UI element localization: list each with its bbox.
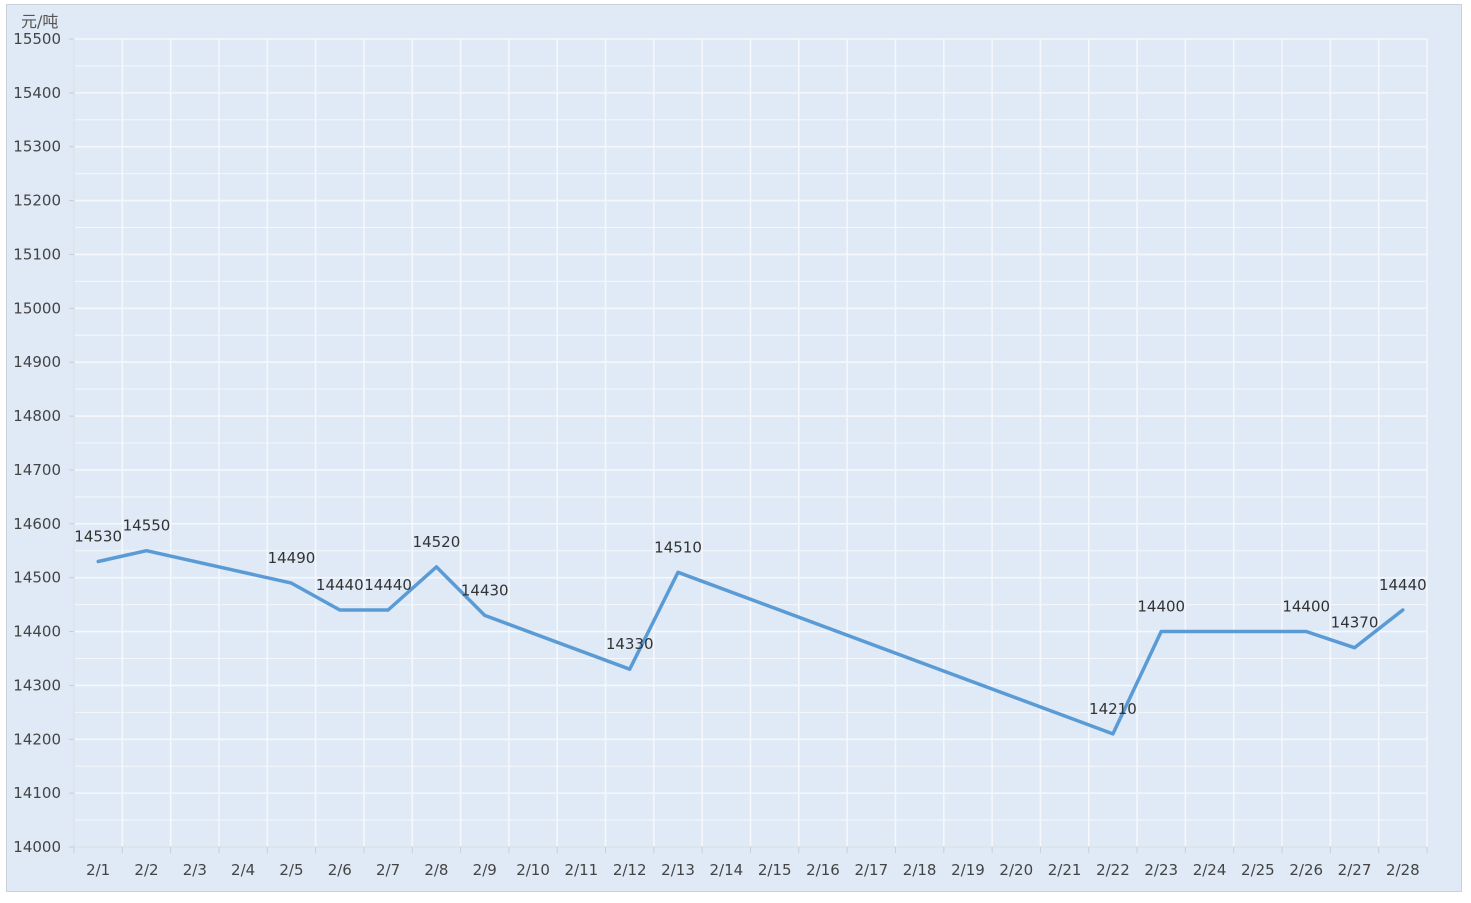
line-chart: 14000 14100 14200 14300 14400 14500 14600 14700… — [13, 12, 1428, 879]
x-tick-label: 2/21 — [1048, 861, 1082, 879]
series-line — [96, 548, 1405, 736]
x-tick-label: 2/26 — [1289, 861, 1323, 879]
y-tick-label: 15100 — [13, 245, 61, 263]
x-tick-label: 2/2 — [134, 861, 158, 879]
y-tick-label: 15200 — [13, 192, 61, 210]
x-tick-label: 2/14 — [709, 861, 743, 879]
x-tick-label: 2/20 — [999, 861, 1033, 879]
data-label: 14550 — [123, 517, 171, 535]
x-tick-label: 2/24 — [1193, 861, 1227, 879]
y-tick-label: 14200 — [13, 730, 61, 748]
data-label: 14490 — [268, 549, 316, 567]
y-tick-label: 15300 — [13, 138, 61, 156]
grid — [73, 38, 1428, 848]
x-tick-label: 2/12 — [613, 861, 647, 879]
x-tick-label: 2/19 — [951, 861, 985, 879]
x-tick-label: 2/4 — [231, 861, 255, 879]
x-tick-label: 2/13 — [661, 861, 695, 879]
x-tick-label: 2/16 — [806, 861, 840, 879]
x-tick-label: 2/15 — [758, 861, 792, 879]
y-tick-label: 15500 — [13, 30, 61, 48]
y-tick-label: 14900 — [13, 353, 61, 371]
x-tick-label: 2/1 — [86, 861, 110, 879]
x-tick-label: 2/23 — [1144, 861, 1178, 879]
y-tick-label: 14800 — [13, 407, 61, 425]
data-label: 14400 — [1282, 598, 1330, 616]
x-tick-label: 2/9 — [473, 861, 497, 879]
axes — [69, 38, 1428, 853]
data-label: 14520 — [413, 533, 461, 551]
y-tick-label: 14700 — [13, 461, 61, 479]
y-axis-unit-label: 元/吨 — [21, 12, 58, 31]
data-label: 14440 — [1379, 576, 1427, 594]
x-tick-label: 2/17 — [854, 861, 888, 879]
x-tick-label: 2/10 — [516, 861, 550, 879]
y-tick-label: 14600 — [13, 515, 61, 533]
x-tick-labels: 2/1 2/2 2/3 2/4 2/5 2/6 2/7 2/8 2/9 2/10 2/11 2/12 2… — [86, 861, 1420, 879]
data-label: 14330 — [606, 635, 654, 653]
x-tick-label: 2/6 — [328, 861, 352, 879]
series — [96, 548, 1405, 736]
data-label: 14430 — [461, 581, 509, 599]
y-tick-label: 15400 — [13, 84, 61, 102]
data-label: 14400 — [1137, 598, 1185, 616]
y-tick-labels: 14000 14100 14200 14300 14400 14500 14600 14700… — [13, 30, 61, 856]
x-tick-label: 2/22 — [1096, 861, 1130, 879]
y-tick-label: 15000 — [13, 299, 61, 317]
data-label: 14440 — [364, 576, 412, 594]
x-tick-label: 2/7 — [376, 861, 400, 879]
x-tick-label: 2/8 — [424, 861, 448, 879]
y-tick-label: 14400 — [13, 623, 61, 641]
x-tick-label: 2/5 — [279, 861, 303, 879]
y-tick-label: 14300 — [13, 676, 61, 694]
x-tick-label: 2/25 — [1241, 861, 1275, 879]
data-label: 14440 — [316, 576, 364, 594]
x-tick-label: 2/28 — [1386, 861, 1420, 879]
y-tick-label: 14100 — [13, 784, 61, 802]
x-tick-label: 2/27 — [1338, 861, 1372, 879]
y-tick-label: 14000 — [13, 838, 61, 856]
x-tick-label: 2/3 — [183, 861, 207, 879]
x-tick-label: 2/18 — [903, 861, 937, 879]
x-tick-label: 2/11 — [565, 861, 599, 879]
y-tick-label: 14500 — [13, 569, 61, 587]
data-label: 14370 — [1331, 614, 1379, 632]
data-label: 14530 — [74, 528, 122, 546]
data-label: 14510 — [654, 538, 702, 556]
data-label: 14210 — [1089, 700, 1137, 718]
chart-frame: 14000 14100 14200 14300 14400 14500 14600 14700… — [6, 4, 1462, 892]
